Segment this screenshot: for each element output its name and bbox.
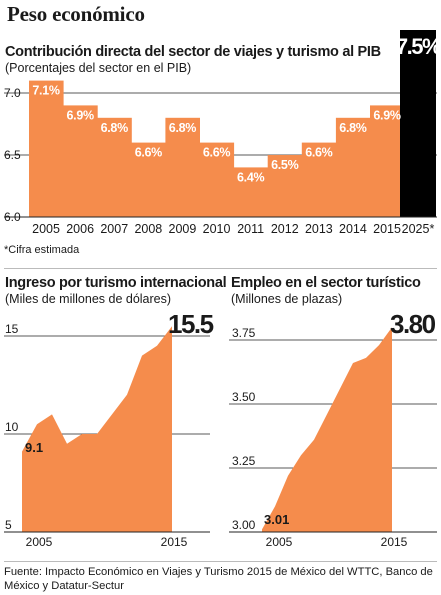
bar-2014 (335, 117, 371, 217)
estimate-note: *Cifra estimada (4, 244, 80, 256)
bar-category-label: 2015 (373, 222, 401, 236)
bar-value-label: 6.9% (373, 108, 400, 122)
bar-2011 (233, 167, 269, 217)
area-series (22, 326, 172, 532)
bar-2009 (165, 117, 200, 217)
area-ytick-label: 3.25 (232, 454, 256, 468)
bar-category-label: 2014 (339, 222, 367, 236)
area-xtick-label: 2015 (381, 535, 408, 549)
area-ytick-label: 3.00 (232, 518, 256, 532)
bar-value-label: 6.4% (237, 170, 264, 184)
income-end-label: 15.5 (168, 309, 214, 339)
area-xtick-label: 2005 (266, 535, 293, 549)
bar-category-label: 2007 (100, 222, 128, 236)
bar-value-label: 6.6% (203, 146, 230, 160)
area-ytick-label: 3.50 (232, 390, 256, 404)
bar-value-label: 6.8% (339, 121, 366, 135)
bar-2025* (400, 30, 436, 217)
area-ytick-label: 10 (5, 420, 19, 434)
income-chart-subtitle: (Miles de millones de dólares) (5, 292, 172, 306)
bar-category-label: 2025* (402, 222, 435, 236)
bar-ytick-label: 6.0 (4, 210, 21, 224)
employment-end-label: 3.80 (390, 309, 436, 339)
page-title: Peso económico (7, 2, 145, 26)
bar-chart-subtitle: (Porcentajes del sector en el PIB) (5, 61, 192, 75)
bar-ytick-label: 6.5 (4, 148, 21, 162)
area-ytick-label: 3.75 (232, 326, 256, 340)
bar-2010 (199, 142, 235, 217)
area-ytick-label: 15 (5, 322, 19, 336)
employment-start-label: 3.01 (264, 512, 289, 527)
footer-divider (4, 561, 437, 562)
bar-category-label: 2013 (305, 222, 333, 236)
income-chart-title: Ingreso por turismo internacional (5, 275, 227, 291)
area-xtick-label: 2005 (26, 535, 53, 549)
bar-2013 (301, 142, 337, 217)
employment-chart-title: Empleo en el sector turístico (231, 275, 421, 291)
section-divider (4, 268, 437, 269)
area-ytick-label: 5 (5, 518, 12, 532)
bar-value-label: 6.9% (67, 108, 94, 122)
bar-2007 (97, 117, 132, 217)
bar-value-label: 6.6% (305, 146, 332, 160)
bar-category-label: 2011 (237, 222, 264, 236)
bar-ytick-label: 7.0 (4, 86, 21, 100)
bar-value-label: 7.1% (32, 84, 59, 98)
bar-2005 (29, 80, 64, 217)
bar-2008 (131, 142, 166, 217)
bar-value-label: 6.6% (135, 146, 162, 160)
bar-category-label: 2006 (66, 222, 94, 236)
bar-2006 (63, 105, 98, 217)
source-note: Fuente: Impacto Económico en Viajes y Tu… (4, 566, 433, 592)
income-start-label: 9.1 (25, 440, 43, 455)
bar-2012 (267, 155, 303, 217)
bar-category-label: 2009 (169, 222, 197, 236)
bar-category-label: 2005 (32, 222, 60, 236)
bar-value-label: 7.5% (396, 34, 441, 59)
bar-category-label: 2010 (203, 222, 231, 236)
bar-value-label: 6.5% (271, 158, 298, 172)
bar-value-label: 6.8% (101, 121, 128, 135)
area-series (262, 327, 392, 532)
bar-category-label: 2008 (134, 222, 162, 236)
bar-2015 (370, 105, 405, 217)
bar-value-label: 6.8% (169, 121, 196, 135)
bar-category-label: 2012 (271, 222, 299, 236)
employment-chart-subtitle: (Millones de plazas) (231, 292, 343, 306)
area-xtick-label: 2015 (161, 535, 188, 549)
bar-chart-title: Contribución directa del sector de viaje… (5, 44, 381, 60)
